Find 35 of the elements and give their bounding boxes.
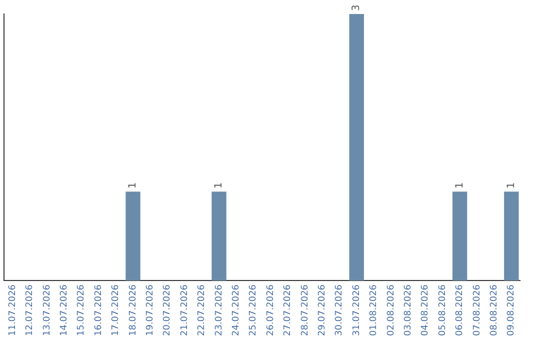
x-tick-label: 13.07.2026 [42,284,52,336]
x-tick-label: 15.07.2026 [76,284,87,336]
x-tick-label: 24.07.2026 [232,284,242,336]
x-tick-label: 02.08.2026 [386,284,396,336]
data-label: 1 [506,182,517,189]
x-tick-label: 16.07.2026 [94,284,104,336]
x-tick-label: 23.07.2026 [214,284,224,336]
x-tick-label: 22.07.2026 [197,284,208,336]
x-tick-label: 07.08.2026 [472,284,482,336]
x-tick-label: 19.07.2026 [146,284,156,336]
x-tick-label: 01.08.2026 [369,284,380,336]
x-tick-label: 05.08.2026 [438,284,448,336]
x-tick-label: 06.08.2026 [455,284,466,336]
x-tick-label: 27.07.2026 [283,284,294,336]
x-tick-label: 28.07.2026 [300,284,310,336]
x-tick-label: 03.08.2026 [404,284,414,336]
x-tick-label: 18.07.2026 [128,284,138,336]
x-tick-label: 12.07.2026 [25,284,36,336]
data-label: 1 [128,182,139,189]
x-tick-label: 11.07.2026 [8,284,18,336]
data-label: 1 [214,182,225,189]
x-tick-label: 08.08.2026 [490,284,500,336]
x-tick-label: 29.07.2026 [318,284,328,336]
x-tick-label: 25.07.2026 [248,284,259,336]
x-tick-label: 17.07.2026 [111,284,122,336]
data-label: 1 [454,182,466,189]
data-label: 3 [351,4,362,11]
x-tick-label: 30.07.2026 [334,284,345,336]
x-tick-label: 21.07.2026 [180,284,190,336]
x-tick-label: 26.07.2026 [266,284,276,336]
x-tick-label: 14.07.2026 [60,284,70,336]
x-tick-label: 20.07.2026 [162,284,173,336]
x-tick-label: 04.08.2026 [420,284,431,336]
x-tick-label: 09.08.2026 [506,284,517,336]
x-tick-label: 31.07.2026 [352,284,362,336]
